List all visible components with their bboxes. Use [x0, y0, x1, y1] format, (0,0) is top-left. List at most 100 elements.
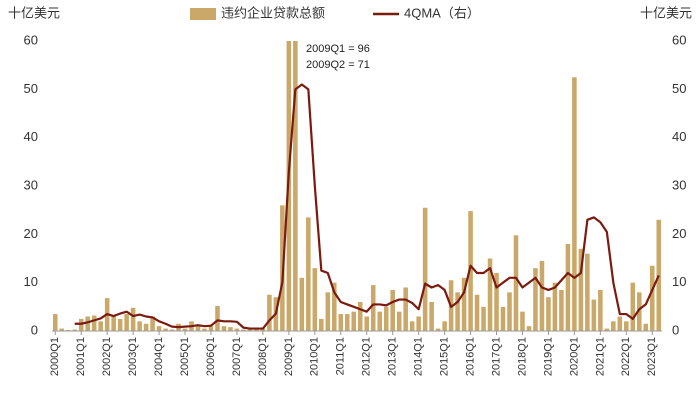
bar	[656, 219, 662, 331]
x-tick-label: 2006Q1	[205, 337, 217, 376]
y2-axis-label: 十亿美元	[640, 5, 692, 20]
bar	[163, 328, 168, 331]
bar	[351, 311, 357, 331]
bar	[312, 268, 318, 331]
y-tick-label: 50	[24, 81, 38, 96]
bar	[494, 273, 499, 331]
bar	[221, 326, 227, 331]
bar	[526, 326, 532, 331]
bar	[117, 318, 123, 331]
bar	[306, 217, 311, 331]
bar	[325, 292, 331, 331]
annotation: 2009Q2 = 71	[306, 59, 370, 71]
bar	[247, 328, 253, 331]
bar	[299, 277, 305, 331]
bar	[319, 318, 324, 331]
x-tick-label: 2013Q1	[387, 337, 399, 376]
x-tick-label: 2018Q1	[516, 337, 528, 376]
bar	[332, 282, 337, 331]
bar	[85, 316, 90, 331]
bar	[370, 285, 376, 331]
bar	[202, 328, 207, 331]
y-tick-label: 60	[24, 32, 38, 47]
bar	[422, 207, 428, 331]
bar	[598, 289, 603, 331]
x-tick-label: 2016Q1	[464, 337, 476, 376]
y-axis-label: 十亿美元	[8, 5, 60, 20]
x-tick-label: 2007Q1	[231, 337, 243, 376]
bar	[435, 328, 441, 331]
bar	[637, 292, 642, 331]
x-tick-label: 2022Q1	[620, 337, 632, 376]
bar	[624, 321, 629, 331]
bar	[383, 306, 389, 331]
bar	[357, 302, 363, 331]
bar	[143, 323, 149, 331]
x-tick-label: 2003Q1	[127, 337, 139, 376]
bar	[267, 294, 272, 331]
x-tick-label: 2000Q1	[49, 337, 61, 376]
bar	[513, 235, 519, 331]
bar	[520, 311, 525, 331]
bar	[293, 41, 298, 331]
bar	[546, 297, 551, 331]
bar	[468, 211, 473, 331]
x-tick-label: 2009Q1	[283, 337, 295, 376]
y2-tick-label: 10	[672, 274, 686, 289]
y2-tick-label: 0	[672, 322, 679, 337]
y2-tick-label: 50	[672, 81, 686, 96]
bar	[604, 328, 610, 331]
x-tick-label: 2023Q1	[646, 337, 658, 376]
bar	[429, 302, 434, 331]
bar	[234, 328, 240, 331]
bar	[533, 268, 538, 331]
y2-tick-label: 40	[672, 129, 686, 144]
x-tick-label: 2010Q1	[309, 337, 321, 376]
line	[74, 83, 660, 330]
x-tick-label: 2011Q1	[335, 337, 347, 375]
x-tick-label: 2015Q1	[439, 337, 451, 376]
bar	[195, 326, 201, 331]
bar	[91, 315, 97, 331]
bar	[72, 329, 77, 331]
bar	[585, 253, 590, 331]
bar	[241, 329, 246, 331]
bar	[377, 311, 382, 331]
plot-area	[52, 41, 662, 331]
bar	[254, 328, 259, 331]
bar	[130, 307, 136, 331]
x-tick-label: 2012Q1	[361, 337, 373, 376]
bar	[500, 306, 506, 331]
bar	[487, 258, 493, 331]
bar	[364, 316, 370, 331]
bar	[572, 77, 577, 331]
x-tick-label: 2008Q1	[257, 337, 269, 376]
bar	[611, 321, 616, 331]
bar	[260, 328, 266, 331]
legend-swatch	[190, 8, 216, 20]
bar	[507, 292, 512, 331]
x-tick-label: 2005Q1	[179, 337, 191, 376]
legend-label: 违约企业贷款总额	[221, 5, 325, 20]
x-tick-label: 2021Q1	[594, 337, 606, 376]
x-tick-label: 2001Q1	[75, 337, 87, 376]
bar	[215, 305, 220, 331]
y2-tick-label: 60	[672, 32, 686, 47]
bar	[390, 289, 395, 331]
bar	[643, 323, 649, 331]
bar	[124, 314, 129, 331]
bar	[156, 326, 162, 331]
bar	[409, 321, 415, 331]
annotation: 2009Q1 = 96	[306, 43, 370, 55]
y-tick-label: 0	[31, 322, 38, 337]
bar	[403, 287, 408, 331]
y-tick-label: 40	[24, 129, 38, 144]
bar	[442, 321, 447, 331]
bar	[630, 282, 636, 331]
bar	[565, 244, 571, 331]
y-tick-label: 10	[24, 274, 38, 289]
bar	[481, 306, 486, 331]
x-tick-label: 2017Q1	[490, 337, 502, 376]
bar	[59, 328, 65, 331]
bar	[396, 311, 402, 331]
